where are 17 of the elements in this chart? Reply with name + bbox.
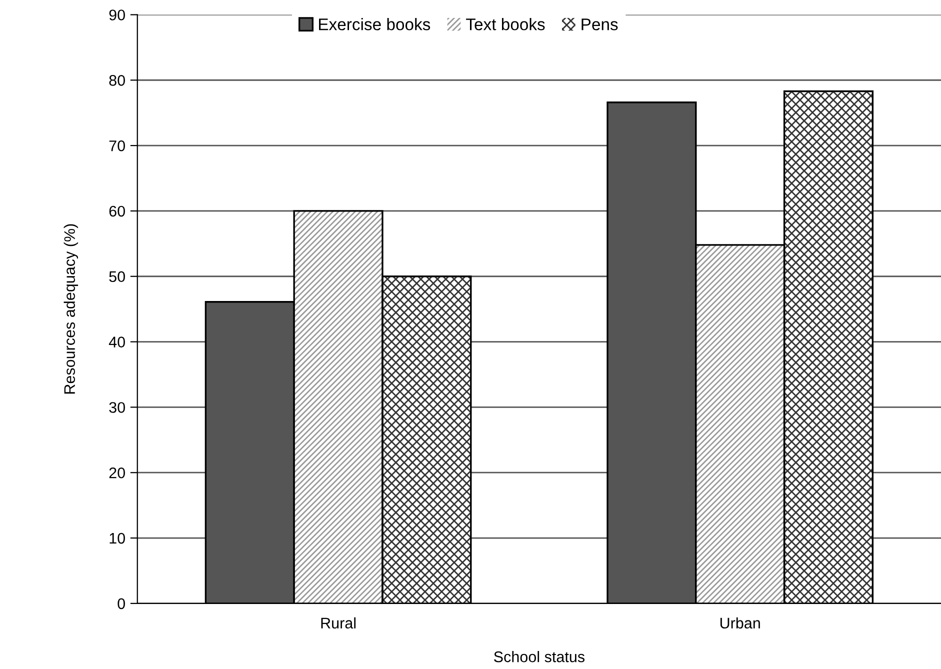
y-tick-label: 30 (109, 402, 125, 413)
x-tick-label: Urban (720, 617, 760, 629)
y-axis-title: Resources adequacy (%) (64, 224, 78, 394)
y-tick-label: 0 (118, 598, 125, 610)
y-tick-label: 10 (110, 532, 125, 544)
y-tick-label: 50 (109, 271, 125, 282)
y-tick-label: 40 (108, 336, 125, 348)
legend-label: Text books (466, 18, 545, 30)
y-tick-label: 80 (109, 75, 125, 86)
y-tick-label: 70 (109, 140, 125, 152)
x-axis-title: School status (494, 651, 585, 662)
y-tick-label: 20 (109, 467, 125, 478)
y-tick-label: 60 (109, 206, 125, 217)
y-tick-label: 90 (109, 10, 125, 20)
legend-label: Pens (582, 18, 618, 30)
x-tick-label: Rural (321, 617, 356, 629)
legend-label: Exercise books (319, 18, 430, 30)
